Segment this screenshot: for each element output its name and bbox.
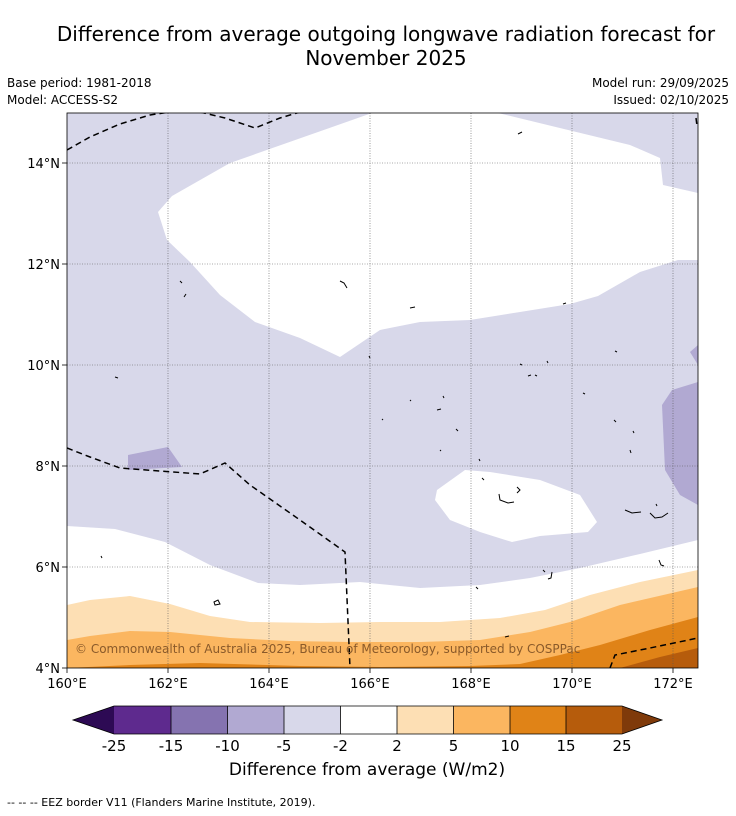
colorbar-tick: -10	[215, 737, 240, 755]
colorbar-segment	[284, 706, 341, 734]
base-period: Base period: 1981-2018	[7, 76, 152, 90]
title-line-1: Difference from average outgoing longwav…	[56, 22, 716, 46]
map-area: © Commonwealth of Australia 2025, Bureau…	[67, 113, 698, 668]
colorbar-tick: -5	[277, 737, 292, 755]
neutral-region-pocket	[435, 470, 597, 542]
colorbar-segment	[340, 706, 397, 734]
lat-label: 4°N	[36, 662, 61, 677]
longitude-labels: 160°E 162°E 164°E 166°E 168°E 170°E 172°…	[47, 677, 693, 692]
anomaly-patch-west	[128, 447, 182, 470]
colorbar-segment	[227, 706, 284, 734]
colorbar-segment	[397, 706, 454, 734]
latitude-labels: 14°N 12°N 10°N 8°N 6°N 4°N	[27, 157, 60, 677]
meta-left: Base period: 1981-2018 Model: ACCESS-S2	[7, 75, 152, 109]
lat-label: 10°N	[27, 359, 60, 374]
issued-date: Issued: 02/10/2025	[613, 93, 729, 107]
anomaly-patch-east	[662, 382, 698, 505]
colorbar-tick: 10	[500, 737, 519, 755]
colorbar-tick: 2	[392, 737, 402, 755]
colorbar-tick: -25	[102, 737, 127, 755]
colorbar-segment	[566, 706, 622, 734]
lon-label: 168°E	[451, 677, 491, 692]
map-title: Difference from average outgoing longwav…	[0, 22, 736, 70]
colorbar-extend-high	[622, 706, 662, 734]
colorbar-tick: 5	[449, 737, 459, 755]
model-name: Model: ACCESS-S2	[7, 93, 119, 107]
colorbar-title: Difference from average (W/m2)	[228, 760, 506, 780]
colorbar-tick: -15	[159, 737, 184, 755]
lat-label: 6°N	[36, 561, 61, 576]
positive-band-15-25	[620, 648, 698, 668]
colorbar-segment	[171, 706, 228, 734]
colorbar: -25 -15 -10 -5 -2 2 5 10 15 25	[71, 705, 664, 755]
eez-legend-footer: -- -- -- EEZ border V11 (Flanders Marine…	[7, 796, 316, 809]
tick-marks	[62, 162, 674, 673]
colorbar-tick: -2	[333, 737, 348, 755]
lon-label: 162°E	[148, 677, 188, 692]
islands	[100, 131, 669, 638]
colorbar-tick: 15	[556, 737, 575, 755]
lat-label: 12°N	[27, 258, 60, 273]
colorbar-tick-labels: -25 -15 -10 -5 -2 2 5 10 15 25	[102, 737, 632, 755]
colorbar-extend-low	[73, 706, 114, 734]
lon-label: 166°E	[350, 677, 390, 692]
positive-band-5-10	[67, 587, 698, 668]
gridlines	[67, 113, 698, 668]
lat-label: 8°N	[36, 460, 61, 475]
positive-band-10-15	[67, 617, 698, 668]
lon-label: 170°E	[552, 677, 592, 692]
eez-borders	[67, 113, 698, 668]
lon-label: 160°E	[47, 677, 87, 692]
colorbar-segment	[510, 706, 566, 734]
lon-label: 172°E	[653, 677, 693, 692]
lat-label: 14°N	[27, 157, 60, 172]
model-run: Model run: 29/09/2025	[591, 76, 729, 90]
colorbar-segment	[453, 706, 510, 734]
map-frame	[66, 112, 699, 669]
lon-label: 164°E	[249, 677, 289, 692]
copyright-text: © Commonwealth of Australia 2025, Bureau…	[75, 642, 580, 656]
colorbar-tick: 25	[612, 737, 631, 755]
colorbar-segment	[114, 706, 171, 734]
meta-right: Model run: 29/09/2025 Issued: 02/10/2025	[592, 75, 729, 109]
anomaly-patch-east-small	[690, 345, 698, 365]
neutral-region-north	[158, 113, 698, 357]
title-line-2: November 2025	[305, 46, 467, 70]
